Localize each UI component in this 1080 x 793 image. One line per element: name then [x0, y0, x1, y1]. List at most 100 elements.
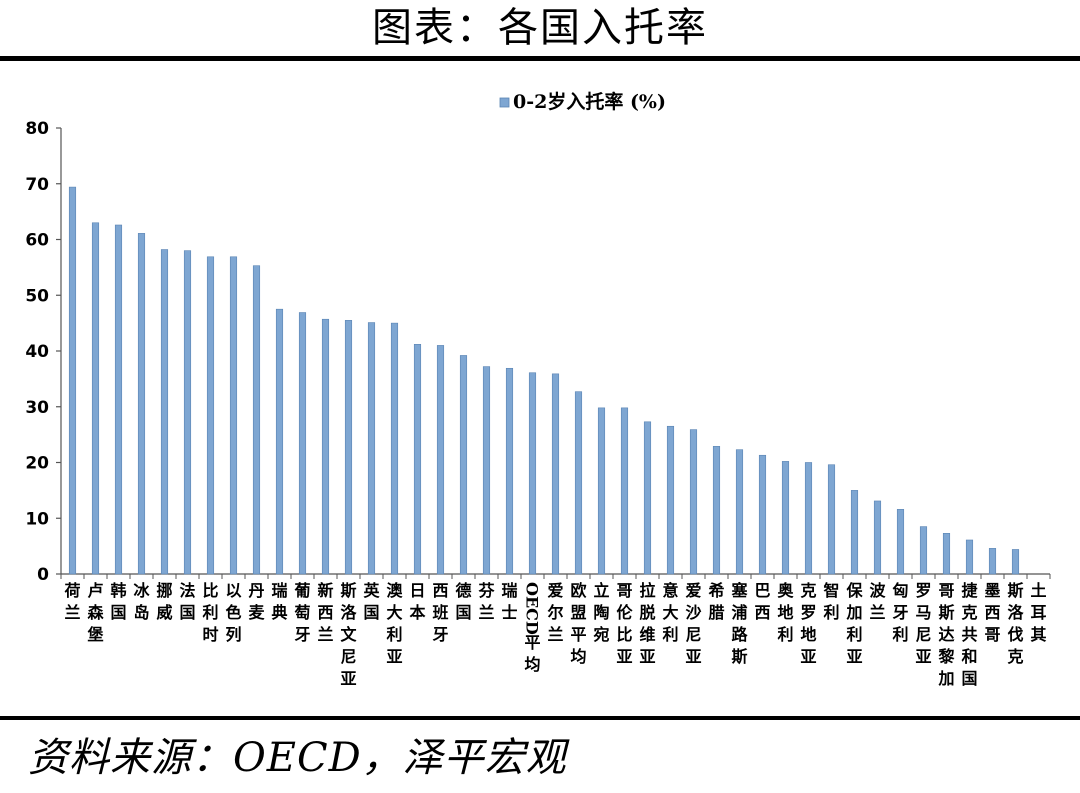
x-tick-label: 新西兰 [317, 581, 333, 644]
bar-19 [505, 367, 514, 575]
top-divider [0, 56, 1080, 61]
bar-17 [459, 355, 468, 575]
bar-10 [298, 312, 307, 575]
x-tick-label: 希腊 [708, 581, 724, 622]
chart-canvas: 0-2岁入托率 (%) 0 10 20 30 40 50 60 70 80 荷兰卢森堡韩国冰岛挪威法… [25, 90, 1051, 688]
bar-16 [436, 345, 445, 575]
bar-8 [252, 265, 261, 575]
x-tick-label: 爱尔兰 [547, 581, 563, 644]
bar-36 [896, 509, 905, 575]
y-tick-label: 50 [25, 286, 49, 306]
bar-6 [206, 256, 215, 575]
x-tick-label: 澳大利亚 [386, 581, 403, 666]
bar-31 [781, 461, 790, 575]
bar-34 [850, 490, 859, 575]
page-title: 图表：各国入托率 [372, 5, 708, 51]
x-tick-label: 卢森堡 [87, 581, 104, 644]
x-tick-label: 葡萄牙 [293, 581, 310, 644]
legend-swatch [499, 97, 510, 108]
bar-3 [137, 233, 146, 575]
bar-29 [735, 449, 744, 575]
bar-23 [597, 407, 606, 575]
x-tick-label: 哥斯达黎加 [937, 581, 954, 688]
bar-11 [321, 318, 330, 575]
x-tick-label: 欧盟平均 [570, 581, 586, 666]
x-tick-label: 奥地利 [777, 581, 794, 644]
x-tick-label: 瑞士 [501, 581, 517, 622]
bar-30 [758, 454, 767, 575]
y-tick-label: 0 [37, 565, 49, 585]
bar-13 [367, 322, 376, 575]
bar-9 [275, 308, 284, 575]
x-tick-label: 斯洛文尼亚 [340, 581, 357, 688]
x-tick-label: 日本 [409, 581, 425, 622]
bar-26 [666, 425, 675, 575]
bar-22 [574, 391, 583, 575]
x-tick-label: 以色列 [225, 581, 241, 644]
x-tick-label: 塞浦路斯 [731, 581, 748, 666]
bar-7 [229, 256, 238, 575]
x-tick-label: 韩国 [110, 581, 126, 622]
bar-14 [390, 322, 399, 575]
bar-25 [643, 421, 652, 575]
bar-40 [988, 548, 997, 575]
bar-4 [160, 249, 169, 575]
bar-32 [804, 462, 813, 575]
x-tick-label: 英国 [362, 581, 380, 622]
y-tick-label: 80 [25, 119, 49, 139]
y-tick-label: 20 [25, 454, 49, 474]
bar-24 [620, 407, 629, 575]
x-tick-label: 平均 [524, 633, 540, 674]
bar-2 [114, 224, 123, 575]
bar-39 [965, 539, 974, 575]
y-tick-label: 60 [25, 231, 49, 251]
x-tick-label: 智利 [823, 581, 839, 622]
y-tick-label: 10 [25, 509, 49, 529]
bar-41 [1011, 549, 1020, 575]
y-tick-label: 40 [25, 342, 49, 362]
bar-1 [91, 222, 100, 575]
x-tick-label: 比利时 [202, 581, 218, 644]
x-tick-label: 瑞典 [271, 581, 287, 622]
bar-38 [942, 533, 951, 575]
bar-37 [919, 526, 928, 575]
x-tick-label: 西班牙 [432, 581, 448, 644]
source-note: 资料来源：OECD，泽平宏观 [28, 735, 567, 781]
x-tick-label: 拉脱维亚 [639, 581, 655, 666]
x-tick-label: 土耳其 [1030, 581, 1046, 644]
x-tick-label: 斯洛伐克 [1007, 581, 1024, 666]
x-tick-label: 冰岛 [133, 581, 150, 622]
x-tick-label: 丹麦 [248, 581, 265, 622]
bar-15 [413, 344, 422, 575]
x-tick-label: 哥伦比亚 [616, 581, 633, 666]
x-tick-label: 巴西 [754, 581, 770, 622]
x-tick-label: 匈牙利 [891, 581, 908, 644]
bar-28 [712, 446, 721, 575]
y-tick-label: 30 [25, 398, 49, 418]
x-tick-label: 法国 [179, 581, 195, 622]
y-tick-label: 70 [25, 175, 49, 195]
x-tick-label: 爱沙尼亚 [685, 581, 701, 666]
x-tick-label: 捷克共和国 [961, 581, 978, 688]
bar-27 [689, 429, 698, 575]
legend-label: 0-2岁入托率 (%) [513, 90, 666, 113]
x-tick-label: 芬兰 [477, 581, 495, 622]
bar-chart: 0-2岁入托率 (%) 0 10 20 30 40 50 60 70 80 荷兰 卢森堡 韩国 冰岛 挪威法… [0, 62, 1080, 712]
x-tick-label: 挪威 [156, 581, 172, 622]
bar-12 [344, 320, 353, 575]
x-tick-label: 德国 [455, 581, 471, 622]
bar-21 [551, 373, 560, 575]
bar-18 [482, 366, 491, 575]
x-tick-label: 波兰 [869, 581, 886, 622]
x-tick-label: OECD [523, 582, 542, 635]
x-tick-label: 荷兰 [64, 581, 80, 622]
x-tick-label: 克罗地亚 [800, 581, 816, 666]
bar-20 [528, 372, 537, 575]
bar-33 [827, 464, 836, 575]
x-tick-label: 墨西哥 [984, 581, 1000, 644]
bar-5 [183, 250, 192, 575]
bottom-divider [0, 716, 1080, 720]
x-tick-label: 立陶宛 [592, 581, 609, 644]
bar-0 [68, 186, 77, 575]
bar-35 [873, 500, 882, 575]
